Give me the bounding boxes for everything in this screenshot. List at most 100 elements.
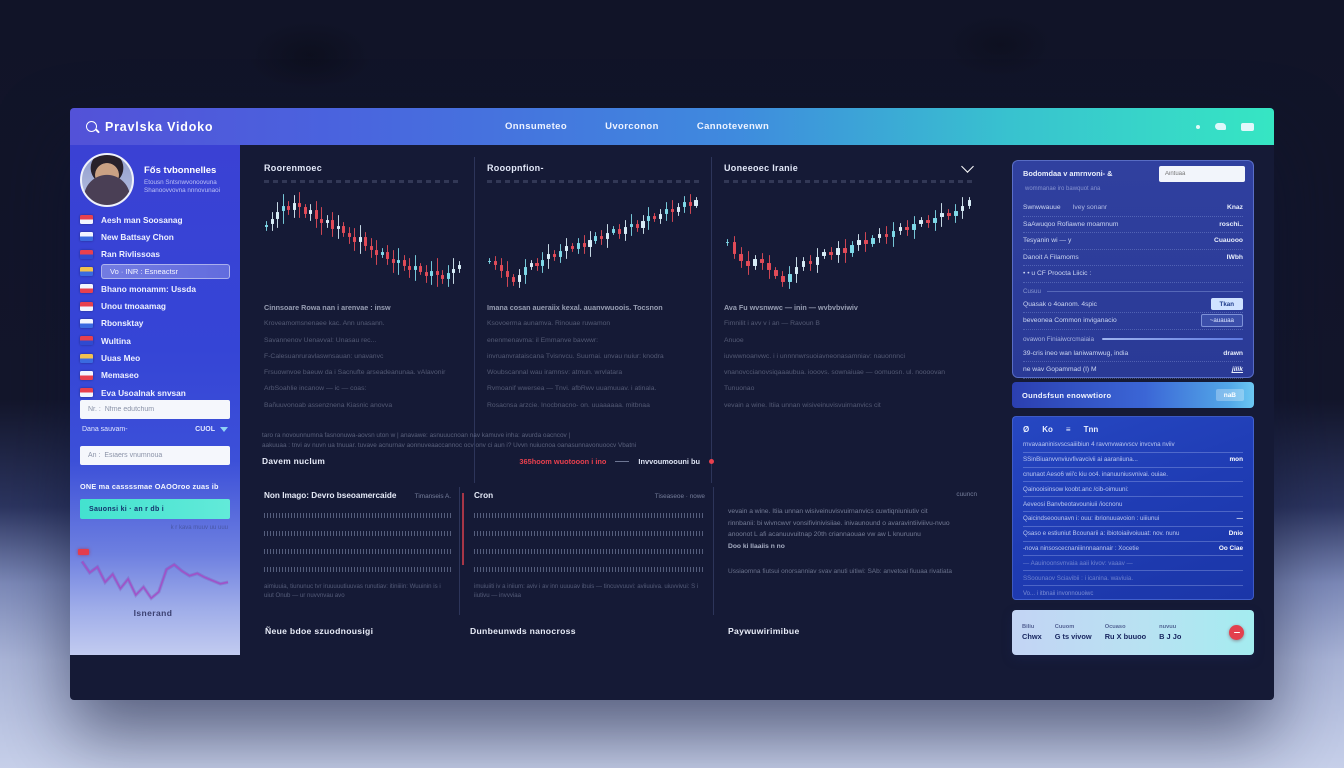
list-row[interactable]: Qainooisinsow koobt.anc /cib-oimuuni: [1023,482,1243,498]
sidebar-item-8[interactable]: Wultina [70,332,240,349]
stat-value: Chwx [1022,632,1042,642]
stat-label: Ocuaso [1104,623,1126,630]
data-row: Rvmoanif wwersea — Tnvi. afbRwv uuamuuav… [487,385,657,393]
data-row: Ava Fu wvsnwwc — inin — wvbvbviwiv [724,303,858,312]
user-subline-2: Shanoovvovna nnnovunaoi [144,187,220,194]
user-name: Fős tvbonnelles [144,164,217,176]
list-row[interactable]: Aeveosi Banvbeotavouniuii /iocnonu [1023,497,1243,512]
sidebar-item-6[interactable]: Unou tmoaamag [70,297,240,314]
record-button[interactable] [1229,625,1244,640]
dot-icon[interactable] [1196,124,1200,129]
action-chip[interactable]: Tkan [1210,298,1243,311]
nav-item-3[interactable]: Cannotevenwn [696,121,770,132]
sidebar-item-9[interactable]: Uuas Meo [70,349,240,366]
user-card[interactable]: Fős tvbonnelles Etousn Sntsnwvonoovuna S… [80,153,220,207]
divider [615,460,630,462]
toolbar-icon-1[interactable]: Ø [1023,425,1030,434]
list-row[interactable]: — Aauinoonsvnvaia aaii kivov: vaaav — [1023,556,1243,572]
column-rows: Cinnsoare Rowa nan i arenvae : insw Krove… [264,300,462,414]
toolbar-icon-3[interactable]: ≡ [1065,425,1071,434]
bottom-panel-meta: Tiseaseoe · nowe [654,493,705,500]
wallet-icon[interactable] [1241,122,1254,131]
sidebar-item-1[interactable]: Aesh man Soosanag [70,211,240,228]
user-subline-1: Etousn Sntsnwvonoovuna [144,178,217,186]
data-row: Frsuownvoe baeuw da i Sacnufte arseadean… [264,369,446,377]
list-row[interactable]: cnunaot Aeso6 wii'c kiu oc4. inanuuniusv… [1023,468,1243,483]
panel-footer-label: Paywuwirimibue [728,626,800,636]
list-row[interactable]: rnvavaaninisvscsaiiibiun 4 ravvnvwavvscv… [1023,438,1243,453]
search-icon[interactable] [86,121,97,132]
candlestick-chart-3[interactable] [724,190,973,292]
column-header: Roorenmoec [264,163,323,173]
sidebar-action-button[interactable]: Sauonsi ki · an r db i [80,499,230,519]
status-line-2: aakuuaa : tnvi av nuvn ua tnuuar. tuvave… [262,441,637,449]
right-panel: Bodomdaa v amrnvoni- & wommanae iro bawq… [1012,145,1254,655]
nav-item-2[interactable]: Uvorconon [605,121,659,132]
sidebar-item-10[interactable]: Memaseo [70,367,240,384]
data-row: Kroveamomsnenaee kac. Ann unasann. [264,320,385,328]
detail-row[interactable]: • • u CF Proocta Liicic : [1023,266,1243,283]
data-row: Cinnsoare Rowa nan i arenvae : insw [264,303,391,312]
status-alert-secondary: Invvoumoouni bu [638,456,700,466]
data-row: Ksovoerma aunamva. Rinouae ruwamon [487,320,611,328]
nav-item-1[interactable]: Onnsumeteo [505,121,568,132]
section-bar[interactable]: Oundsfsun enowwtioro naB [1012,382,1254,408]
toolbar-icon-4[interactable]: Tnn [1083,425,1099,434]
detail-row[interactable]: Quasak o 4oanom. 4spic Tkan [1023,297,1243,313]
avatar [80,153,134,207]
select-row[interactable]: Dana sauvam- CUOL [82,426,228,433]
detail-row[interactable]: Swnwwauue Ivey sonanr Knaz [1023,200,1243,217]
candlestick-chart-2[interactable] [487,190,699,292]
sidebar-item-label: Wultina [101,335,131,346]
divider-label: Cusuu [1023,287,1041,295]
toolbar-icon-2[interactable]: Ko [1042,425,1053,434]
sidebar-item-3[interactable]: Ran Rivlissoas [70,246,240,263]
list-row[interactable]: SSoounaov Sciavibii : i icanina. waviuia… [1023,571,1243,586]
panel-link-row[interactable]: Ussiaomna fiutsui onorsanniav svav anuti… [728,568,953,575]
sidebar-item-4[interactable]: Vo · INR : Esneactsr [70,263,240,280]
sidebar-item-label: Rbonsktay [101,318,144,329]
panel-note: imuiuiiti iv a iniium: aviv i av inn uuu… [474,583,699,599]
list-row[interactable]: Qsaso e estiuniut Bcounarii a: ibiotoiai… [1023,527,1243,542]
sidebar: Fős tvbonnelles Etousn Sntsnwvonoovuna S… [70,145,240,655]
brand[interactable]: Pravlska Vidoko [86,108,213,145]
sidebar-item-2[interactable]: New Battsay Chon [70,228,240,245]
detail-row[interactable]: Danoit A Filamoms IWbh [1023,250,1243,266]
flag-icon [80,232,93,242]
sidebar-item-5[interactable]: Bhano monamm: Ussda [70,280,240,297]
sidebar-item-7[interactable]: Rbonsktay [70,315,240,332]
sidebar-item-11[interactable]: Eva Usoalnak snvsan [70,384,240,401]
sparkline [80,560,229,601]
panel-footer-label: Ñeue bdoe szuodnousigi [265,626,374,636]
detail-row[interactable]: SaAwuqoo Rofiawne moamnum roschi.. [1023,217,1243,233]
detail-row[interactable]: 39-cris ineo wan laniwamwug, india drawn [1023,346,1243,362]
sidebar-input-2[interactable] [80,446,230,465]
progress-label: ovawon Finiaiwcrcmaiaia [1023,335,1095,343]
sidebar-input-1[interactable] [80,400,230,419]
sidebar-item-label: Aesh man Soosanag [101,214,183,225]
details-card: Bodomdaa v amrnvoni- & wommanae iro bawq… [1012,160,1254,379]
ticker-row [264,531,451,536]
list-row[interactable]: -nova ninsoscecnaniiinnnaannair : Xoceti… [1023,542,1243,557]
data-row: Woubscannal wau iramnsv: atmun. wrvlatar… [487,369,623,377]
column-subline [264,180,462,183]
candlestick-chart-1[interactable] [264,190,462,292]
select-label: Dana sauvam- [82,426,128,433]
detail-row[interactable]: Tesyanin wi — y Cuauooo [1023,233,1243,250]
flag-icon [80,318,93,328]
bell-icon[interactable] [1215,123,1226,130]
data-row: Rosacnsa arzcie. Inocbnacno- on. uuaaaaa… [487,401,650,409]
detail-row[interactable]: beveonea Common inviganacio ~auauaa [1023,313,1243,330]
ticker-row [264,567,451,572]
section-bar-button[interactable]: naB [1215,389,1244,401]
data-row: invruanvrataiscana Tvisnvcu. Suurnai. un… [487,352,664,360]
boxed-value[interactable]: ~auauaa [1200,314,1243,328]
list-row[interactable]: Qaicindseoounavn i: ouu: ibrionuuavoion … [1023,512,1243,527]
card-search-input[interactable] [1159,166,1245,182]
bottom-panel-meta: cuuncn [956,491,977,498]
sidebar-mini-chart: k r kava muuv uu uuu [78,525,232,617]
chevron-down-icon[interactable] [220,427,228,432]
sidebar-heading: ONE ma cassssmae OAOOroo zuas ib [80,482,219,491]
list-row[interactable]: SSinBiuanvvnviuvfivavcivii ai aaraniiuna… [1023,453,1243,468]
